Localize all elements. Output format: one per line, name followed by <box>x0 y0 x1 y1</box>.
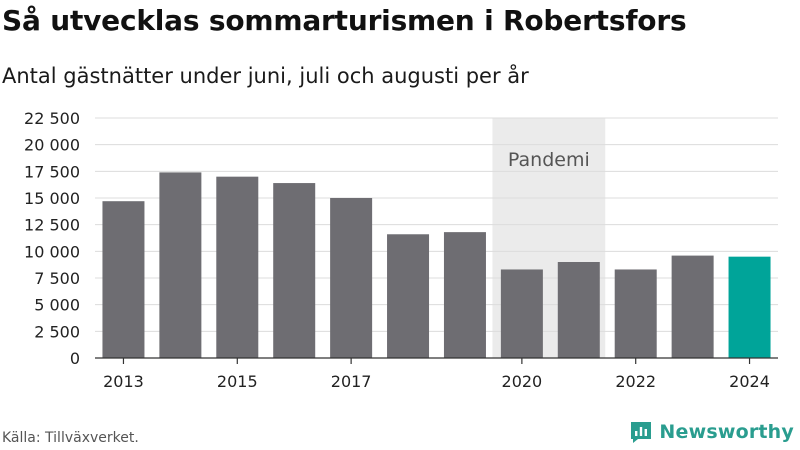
chart-title: Så utvecklas sommarturismen i Robertsfor… <box>2 4 687 37</box>
brand-logo: Newsworthy <box>629 420 794 444</box>
y-tick-label: 5 000 <box>34 296 80 315</box>
source-note: Källa: Tillväxverket. <box>2 430 139 446</box>
bar-2016 <box>273 183 316 358</box>
brand-name: Newsworthy <box>659 421 794 443</box>
pandemic-label: Pandemi <box>508 149 590 171</box>
y-tick-label: 15 000 <box>24 189 80 208</box>
newsworthy-logo-icon <box>631 422 652 443</box>
bar-2020 <box>500 269 543 358</box>
bar-2013 <box>102 201 145 358</box>
bar-2023 <box>671 255 714 358</box>
bar-2022 <box>614 269 657 358</box>
x-tick-label: 2013 <box>103 372 144 391</box>
x-tick-label: 2024 <box>729 372 770 391</box>
y-tick-label: 20 000 <box>24 136 80 155</box>
bar-2015 <box>216 176 259 358</box>
chart-subtitle: Antal gästnätter under juni, juli och au… <box>2 64 529 88</box>
bar-2017 <box>330 198 373 358</box>
y-tick-label: 0 <box>70 349 80 368</box>
y-tick-label: 22 500 <box>24 109 80 128</box>
bar-2019 <box>443 232 486 358</box>
x-tick-label: 2017 <box>331 372 372 391</box>
bar-2014 <box>159 172 202 358</box>
y-tick-label: 17 500 <box>24 162 80 181</box>
x-tick-label: 2022 <box>615 372 656 391</box>
bar-2018 <box>387 234 430 358</box>
y-tick-label: 10 000 <box>24 242 80 261</box>
y-tick-label: 7 500 <box>34 269 80 288</box>
x-tick-label: 2015 <box>217 372 258 391</box>
bar-2021 <box>557 262 600 358</box>
x-tick-label: 2020 <box>502 372 543 391</box>
bar-chart: Pandemi 0 2 500 5 000 7 500 10 000 12 500 15 00… <box>24 109 778 391</box>
bar-2024 <box>728 256 771 358</box>
y-tick-label: 2 500 <box>34 322 80 341</box>
y-tick-label: 12 500 <box>24 216 80 235</box>
